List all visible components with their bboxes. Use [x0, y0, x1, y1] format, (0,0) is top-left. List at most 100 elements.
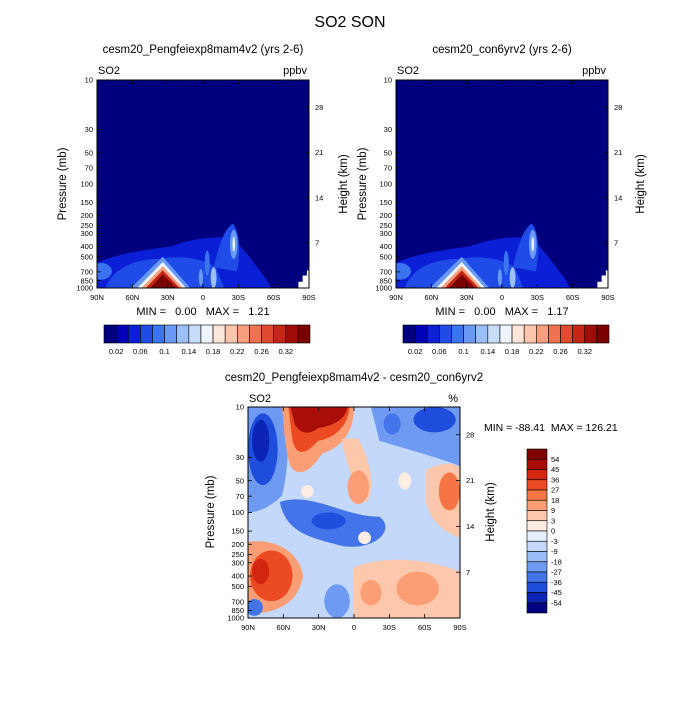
colorbar-swatch — [426, 324, 440, 344]
colorbar-swatch — [188, 324, 202, 344]
colorbar-swatch — [548, 324, 561, 344]
x-tick-label: 90S — [453, 623, 466, 632]
y-tick-label-right: 7 — [614, 238, 618, 247]
colorbar-label: -9 — [551, 547, 558, 556]
colorbar-swatch — [273, 324, 287, 344]
x-tick-label: 60S — [566, 293, 579, 302]
colorbar-swatch — [526, 561, 548, 573]
panel-right-y-axis-label-right: Height (km) — [635, 154, 647, 214]
contour-region — [301, 485, 314, 498]
colorbar-label: 0.22 — [230, 347, 245, 356]
y-tick-label: 700 — [80, 267, 93, 276]
panel-difference-plot-area — [248, 407, 460, 618]
contour-region — [150, 274, 177, 288]
contour-region — [311, 512, 346, 530]
y-tick-label: 100 — [379, 180, 392, 189]
panel-right-y-axis-label: Pressure (mb) — [357, 147, 369, 220]
y-tick-label: 300 — [379, 229, 392, 238]
contour-region — [97, 263, 112, 280]
colorbar-swatch — [526, 469, 548, 481]
colorbar-swatch — [103, 324, 117, 344]
colorbar-label: 0.32 — [278, 347, 293, 356]
colorbar-label: 0 — [551, 527, 555, 536]
colorbar-swatch — [526, 489, 548, 501]
colorbar-swatch — [526, 479, 548, 491]
panel-left-variable-label: SO2 — [98, 65, 120, 77]
colorbar-swatch — [535, 324, 549, 344]
contour-region — [252, 558, 270, 585]
panel-left-units-label: ppbv — [283, 65, 307, 77]
y-tick-label: 200 — [231, 540, 244, 549]
colorbar-swatch — [487, 324, 501, 344]
colorbar-swatch — [526, 458, 548, 470]
colorbar-swatch — [511, 324, 525, 344]
panel-right-contours — [396, 223, 608, 288]
panel-difference-units-label: % — [448, 393, 458, 405]
y-tick-label: 500 — [231, 582, 244, 591]
colorbar-label: 0.02 — [408, 347, 423, 356]
colorbar-swatch — [249, 324, 262, 344]
y-tick-label-right: 21 — [614, 148, 622, 157]
y-tick-label-right: 14 — [315, 193, 323, 202]
colorbar-label: 0.32 — [577, 347, 592, 356]
x-tick-label: 60N — [125, 293, 139, 302]
contour-region — [531, 237, 535, 252]
y-tick-label: 400 — [379, 242, 392, 251]
colorbar-swatch — [236, 324, 250, 344]
x-tick-label: 60N — [276, 623, 290, 632]
x-tick-label: 90N — [389, 293, 403, 302]
panel-left: cesm20_Pengfeiexp8mam4v2 (yrs 2-6) SO2 p… — [57, 44, 350, 356]
x-tick-label: 0 — [201, 293, 205, 302]
colorbar-swatch — [526, 499, 548, 511]
panel-left-contours — [97, 223, 309, 288]
colorbar-label: 9 — [551, 506, 555, 515]
panel-left-colorbar: 0.02 0.06 0.1 0.14 0.18 0.22 0.26 0.32 — [103, 324, 311, 356]
colorbar-label: -3 — [551, 537, 558, 546]
y-tick-label: 200 — [379, 211, 392, 220]
panel-left-plot-area — [97, 80, 309, 288]
contour-region — [358, 531, 371, 545]
contour-region — [290, 407, 348, 433]
colorbar-label: 0.26 — [553, 347, 568, 356]
colorbar-swatch — [402, 324, 416, 344]
colorbar-swatch — [499, 324, 513, 344]
colorbar-label: 54 — [551, 455, 559, 464]
colorbar-swatch — [261, 324, 274, 344]
y-tick-label: 200 — [80, 211, 93, 220]
y-tick-label: 250 — [231, 550, 244, 559]
panel-right-title: cesm20_con6yrv2 (yrs 2-6) — [432, 44, 571, 56]
colorbar-label: -18 — [551, 557, 562, 566]
colorbar-label: 36 — [551, 475, 559, 484]
y-tick-label-right: 28 — [315, 103, 323, 112]
x-tick-label: 60N — [424, 293, 438, 302]
x-tick-label: 0 — [352, 623, 356, 632]
y-tick-label-right: 21 — [315, 148, 323, 157]
y-tick-label: 50 — [85, 148, 93, 157]
colorbar-swatch — [560, 324, 573, 344]
panel-left-y-axis-label-right: Height (km) — [338, 154, 350, 214]
panel-difference-min-max: MIN = -88.41 MAX = 126.21 — [484, 422, 618, 434]
y-tick-label-right: 7 — [315, 238, 319, 247]
y-tick-label: 150 — [231, 527, 244, 536]
figure-title: SO2 SON — [314, 14, 385, 31]
colorbar-label: 0.1 — [458, 347, 468, 356]
y-tick-label: 250 — [80, 221, 93, 230]
x-tick-label: 60S — [267, 293, 280, 302]
colorbar-swatch — [526, 551, 548, 563]
y-tick-label: 500 — [80, 252, 93, 261]
y-tick-label: 850 — [231, 606, 244, 615]
panel-right-x-ticks: 90N 60N 30N 0 30S 60S 90S — [389, 80, 615, 302]
y-tick-label: 10 — [384, 76, 392, 85]
contour-region — [383, 413, 401, 435]
y-tick-label: 700 — [379, 267, 392, 276]
colorbar-swatch — [212, 324, 226, 344]
colorbar-swatch — [115, 324, 129, 344]
colorbar-label: 3 — [551, 516, 555, 525]
panel-left-y-axis-label: Pressure (mb) — [57, 147, 69, 220]
contour-region — [396, 571, 439, 606]
colorbar-swatch — [463, 324, 477, 344]
y-tick-label: 400 — [231, 572, 244, 581]
